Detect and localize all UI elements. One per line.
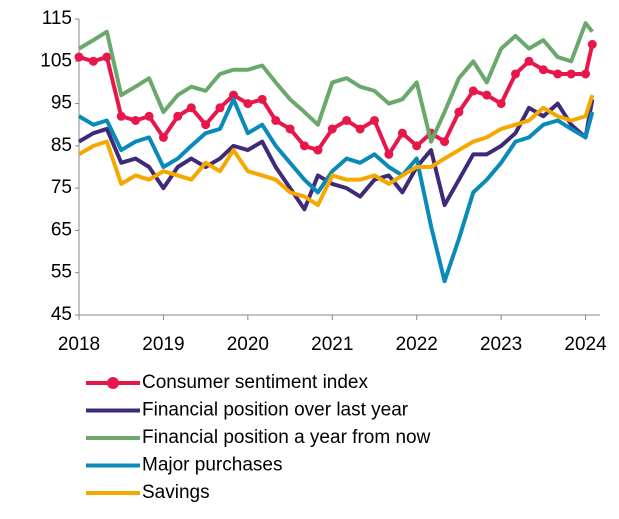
data-point: [342, 115, 352, 125]
y-tick-label: 115: [42, 8, 72, 29]
data-point: [510, 69, 520, 79]
data-point: [454, 107, 464, 117]
data-point: [496, 99, 506, 109]
data-point: [581, 69, 591, 79]
data-point: [271, 115, 281, 125]
data-point: [158, 132, 168, 142]
data-point: [243, 99, 253, 109]
data-point: [538, 65, 548, 75]
data-point: [524, 56, 534, 66]
data-point: [88, 56, 98, 66]
legend-label: Savings: [142, 482, 210, 503]
x-tick-label: 2022: [396, 334, 438, 355]
data-point: [566, 69, 576, 79]
legend-label: Financial position a year from now: [142, 427, 431, 448]
x-tick-label: 2024: [564, 334, 607, 355]
y-tick-label: 55: [51, 262, 72, 283]
data-point: [369, 115, 379, 125]
data-point: [201, 120, 211, 130]
data-point: [355, 124, 365, 134]
y-tick-label: 85: [51, 135, 72, 156]
series-line: [77, 97, 595, 284]
x-tick-label: 2021: [311, 334, 353, 355]
y-tick-label: 45: [51, 304, 72, 325]
data-point: [587, 39, 597, 49]
data-point: [468, 86, 478, 96]
legend-label: Consumer sentiment index: [142, 372, 368, 393]
data-point: [173, 111, 183, 121]
data-point: [327, 124, 337, 134]
series-line: [77, 98, 595, 212]
y-tick-label: 105: [40, 50, 72, 71]
y-tick-label: 75: [51, 177, 72, 198]
y-tick-label: 95: [51, 93, 72, 114]
data-point: [553, 69, 563, 79]
data-point: [482, 90, 492, 100]
data-point: [299, 141, 309, 151]
x-tick-label: 2020: [227, 334, 269, 355]
data-point: [116, 111, 126, 121]
series-line: [77, 21, 594, 144]
x-tick-label: 2023: [480, 334, 522, 355]
x-tick-label: 2018: [58, 334, 100, 355]
data-point: [397, 128, 407, 138]
data-point: [313, 145, 323, 155]
data-point: [74, 52, 84, 62]
series-line: [77, 94, 595, 208]
data-point: [144, 111, 154, 121]
data-point: [215, 103, 225, 113]
data-point: [384, 149, 394, 159]
legend-marker: [107, 377, 119, 389]
data-point: [102, 52, 112, 62]
legend-label: Major purchases: [142, 455, 282, 476]
x-tick-label: 2019: [142, 334, 184, 355]
data-point: [131, 115, 141, 125]
data-point: [257, 94, 267, 104]
data-point: [440, 137, 450, 147]
y-tick-label: 65: [51, 219, 72, 240]
data-point: [186, 103, 196, 113]
data-point: [412, 141, 422, 151]
legend-label: Financial position over last year: [142, 400, 409, 421]
data-point: [285, 124, 295, 134]
data-point: [229, 90, 238, 100]
